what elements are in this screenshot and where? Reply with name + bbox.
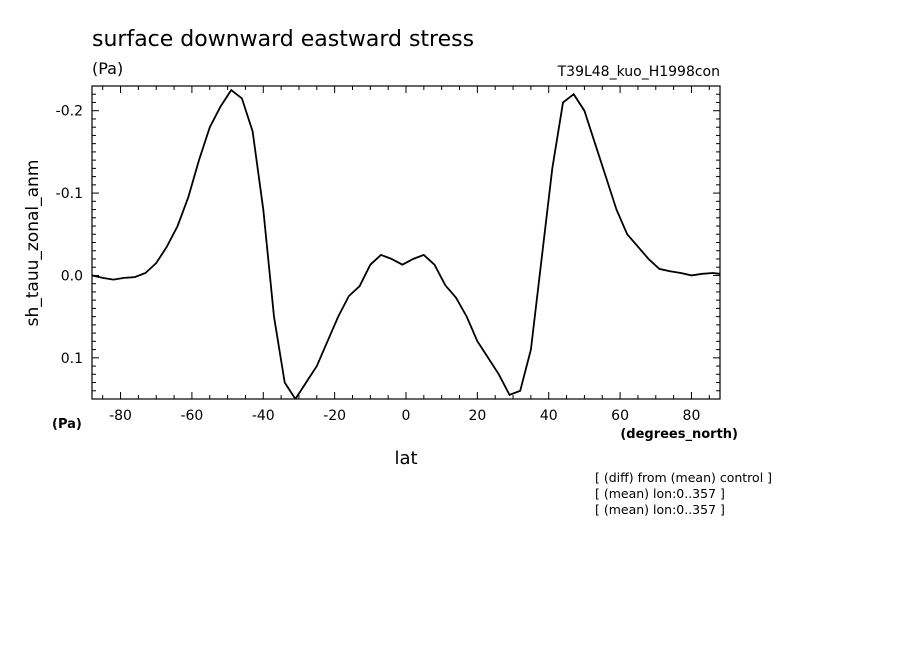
y-tick-label: 0.0 [61, 268, 83, 284]
x-tick-label: 40 [540, 408, 558, 424]
y-axis-label: sh_tauu_zonal_anm [23, 160, 43, 327]
y-tick-label: 0.1 [61, 351, 83, 367]
x-units-label: (degrees_north) [620, 427, 738, 442]
note-line-2: [ (mean) lon:0..357 ] [595, 486, 725, 501]
series-line [92, 88, 720, 399]
chart-title: surface downward eastward stress [92, 27, 474, 52]
y-units-label: (Pa) [52, 417, 82, 432]
x-tick-label: 60 [611, 408, 629, 424]
chart-units: (Pa) [92, 59, 123, 78]
note-line-3: [ (mean) lon:0..357 ] [595, 502, 725, 517]
x-tick-label: 0 [402, 408, 411, 424]
run-label: T39L48_kuo_H1998con [557, 64, 720, 80]
axes [91, 85, 721, 400]
x-axis-label: lat [394, 448, 417, 469]
x-tick-label: -20 [323, 408, 346, 424]
x-tick-label: 80 [683, 408, 701, 424]
x-tick-label: -60 [180, 408, 203, 424]
x-tick-label: 20 [468, 408, 486, 424]
x-tick-label: -40 [252, 408, 275, 424]
y-tick-label: -0.1 [56, 186, 83, 202]
ticks [92, 86, 720, 399]
y-tick-label: -0.2 [56, 104, 83, 120]
note-line-1: [ (diff) from (mean) control ] [595, 470, 772, 485]
x-tick-label: -80 [109, 408, 132, 424]
plot-frame [91, 85, 721, 400]
tick-labels: -80 -60 -40 -20 0 20 40 60 80 -0.2 -0.1 0.0 0.1 [56, 104, 701, 424]
